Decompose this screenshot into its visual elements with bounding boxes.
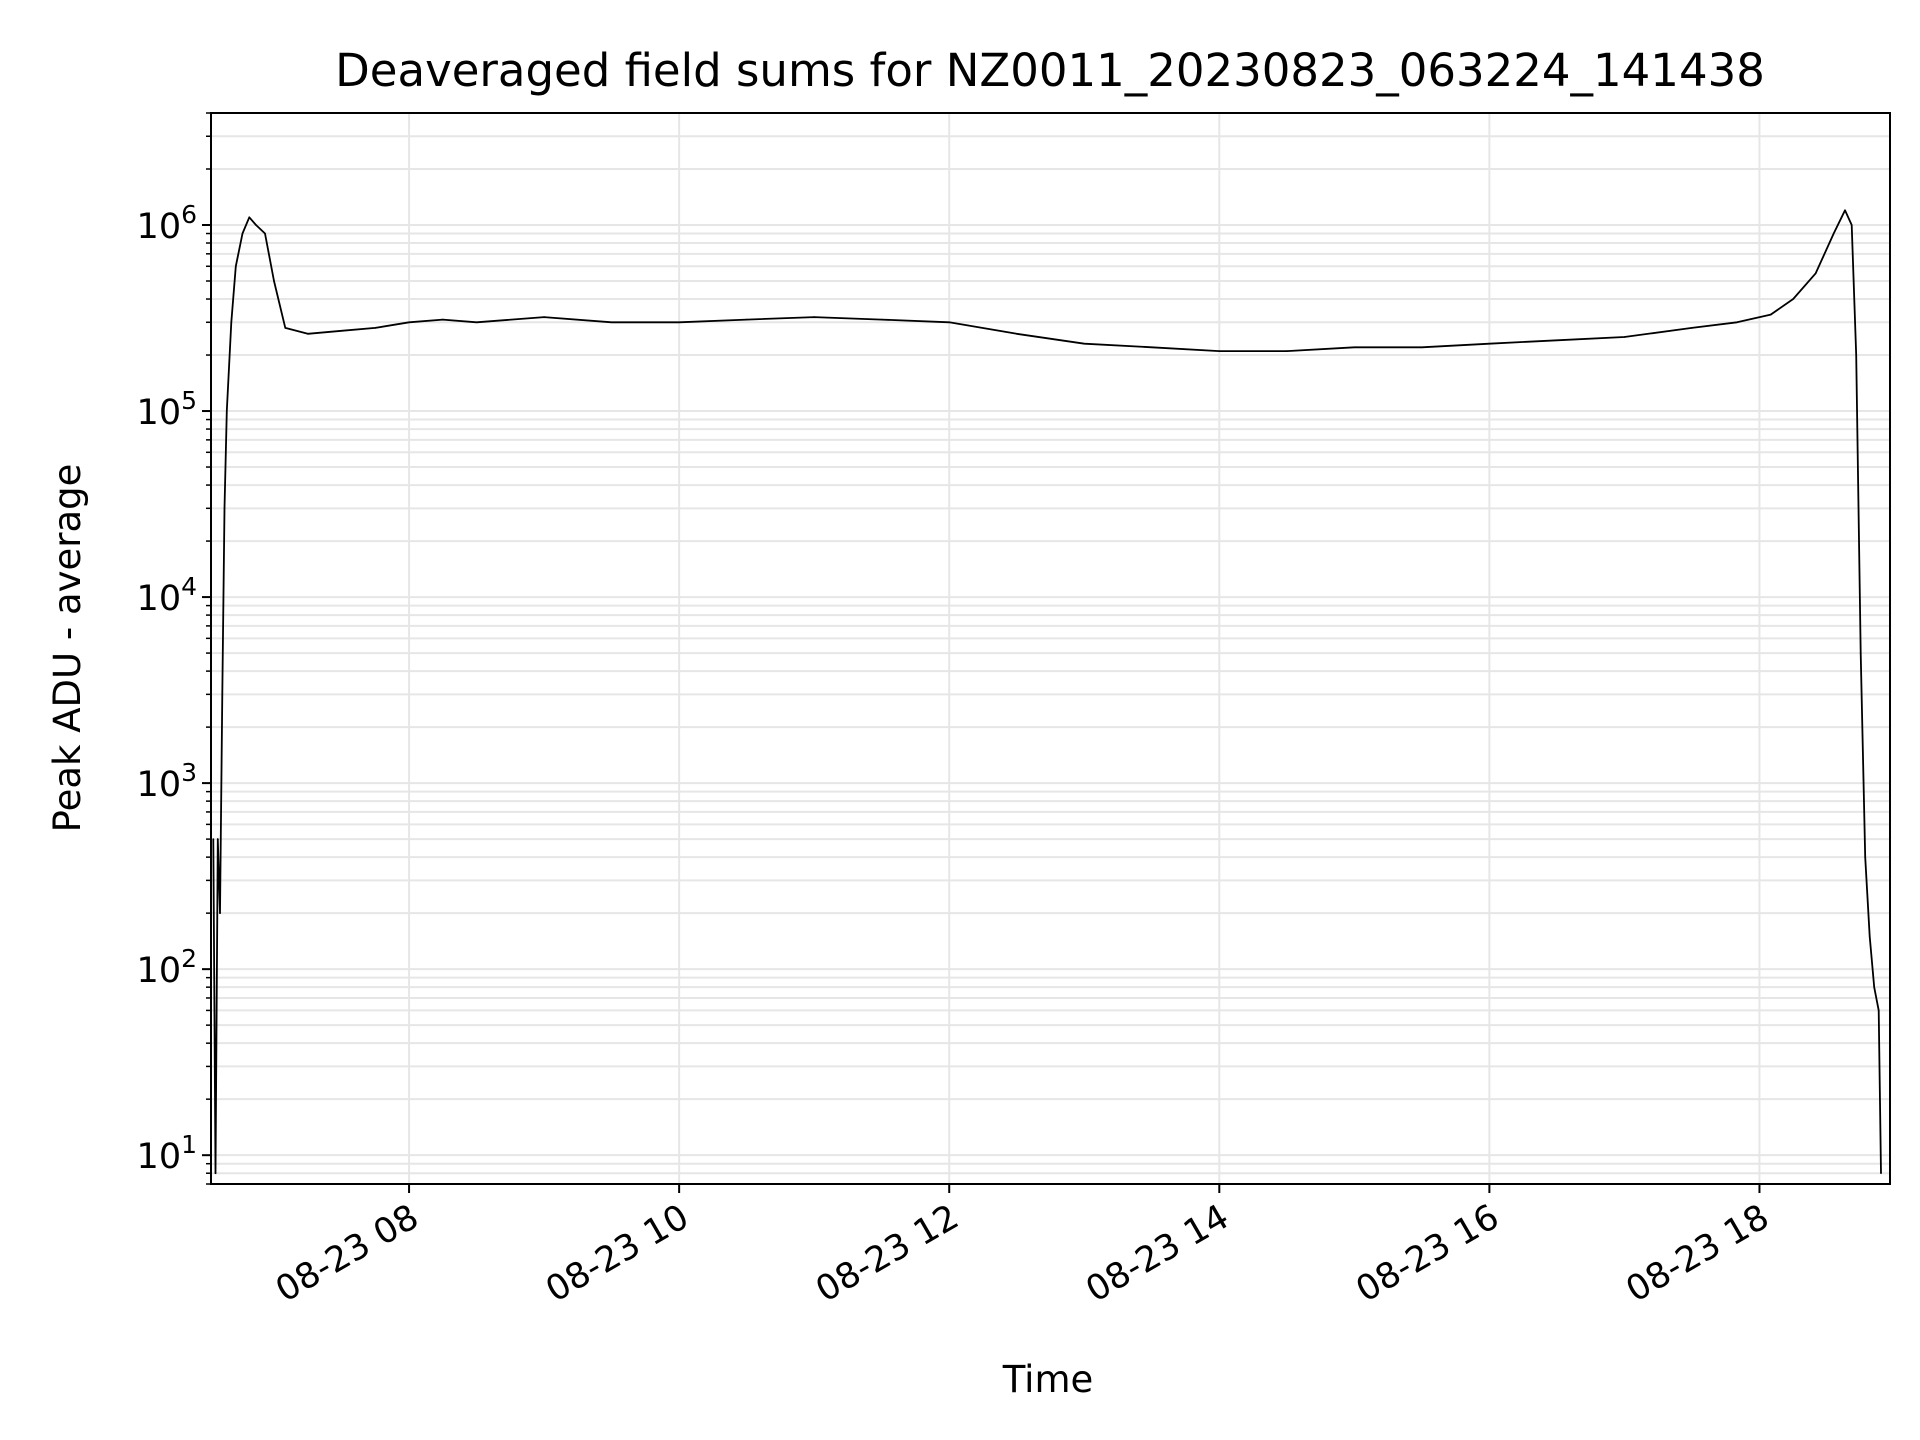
series-point xyxy=(374,327,377,329)
series-point xyxy=(442,318,444,321)
y-axis-label: Peak ADU - average xyxy=(46,464,89,833)
series-point xyxy=(226,410,228,412)
series-point xyxy=(212,838,215,840)
series-point xyxy=(221,693,224,696)
series-point xyxy=(1873,986,1875,988)
series-point xyxy=(1488,342,1491,345)
series-point xyxy=(255,224,257,226)
series-point xyxy=(273,280,275,282)
series-point xyxy=(1218,350,1221,352)
series-point xyxy=(1859,652,1862,654)
series-point xyxy=(248,216,251,219)
series-point xyxy=(1880,1172,1882,1174)
series-point xyxy=(307,333,309,335)
y-tick-label: 105 xyxy=(137,386,197,433)
y-tick-label: 103 xyxy=(137,758,197,805)
y-tick-label: 101 xyxy=(137,1130,197,1177)
series-point xyxy=(1769,313,1772,316)
data-layer xyxy=(212,209,1882,1175)
series-point xyxy=(230,321,233,324)
series-point xyxy=(1855,354,1857,356)
series-point xyxy=(1083,342,1086,345)
y-tick-label: 106 xyxy=(137,200,197,247)
series-point xyxy=(241,232,244,235)
series-point xyxy=(1868,935,1871,938)
series-point xyxy=(223,507,226,510)
series-point xyxy=(1015,333,1018,335)
plot-frame xyxy=(210,112,1891,1185)
series-point xyxy=(340,330,343,332)
series-point xyxy=(1792,298,1794,300)
series-point xyxy=(543,316,545,318)
plot-area-background xyxy=(211,113,1890,1184)
series-point xyxy=(1864,856,1866,858)
series-point xyxy=(678,321,680,324)
series-point xyxy=(408,321,410,324)
series-point xyxy=(610,321,613,324)
series-point xyxy=(1556,339,1558,342)
series-point xyxy=(1832,232,1835,235)
series-point xyxy=(214,1172,217,1174)
series-point xyxy=(813,316,815,318)
series-point xyxy=(1850,224,1853,226)
series-point xyxy=(1353,346,1356,349)
series-point xyxy=(880,318,883,321)
y-axis: 101 102 103 104 105 106 xyxy=(137,112,211,1185)
series-point xyxy=(475,321,478,324)
series-point xyxy=(264,232,266,235)
series-point xyxy=(1877,1009,1880,1012)
series-point xyxy=(745,318,748,321)
y-tick-label: 104 xyxy=(137,572,197,619)
x-axis-label: Time xyxy=(1002,1358,1094,1401)
series-point xyxy=(284,327,287,329)
series-point xyxy=(1151,346,1153,349)
y-tick-label: 102 xyxy=(137,944,197,991)
series-point xyxy=(1286,350,1288,352)
chart-title: Deaveraged field sums for NZ0011_2023082… xyxy=(335,44,1765,97)
series-point xyxy=(217,838,219,840)
series-point xyxy=(948,321,950,324)
series-point xyxy=(235,265,237,268)
series-point xyxy=(1623,336,1626,338)
series-point xyxy=(1844,209,1846,212)
series-point xyxy=(1691,327,1693,329)
series-point xyxy=(1421,346,1423,349)
series-point xyxy=(1736,321,1738,324)
grid xyxy=(211,112,1890,1185)
series-point xyxy=(1814,272,1817,275)
series-point xyxy=(219,912,221,914)
